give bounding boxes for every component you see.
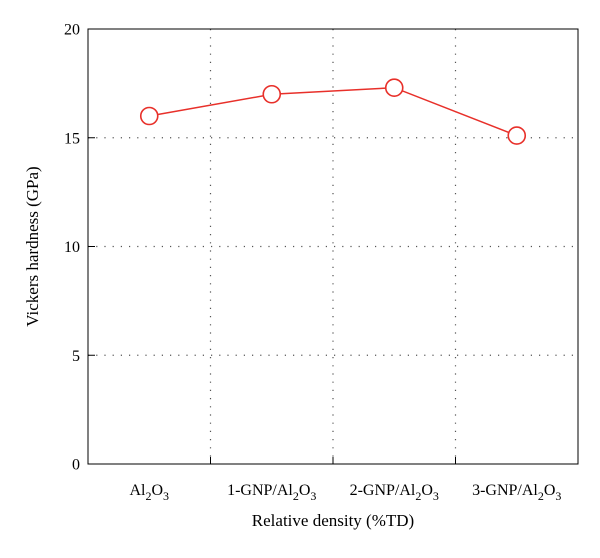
data-point xyxy=(507,126,527,145)
y-tick-label: 0 xyxy=(72,457,80,474)
y-tick-label: 20 xyxy=(64,22,80,39)
series-polyline xyxy=(149,86,518,137)
x-tick-label: 1-GNP/Al2O3 xyxy=(227,482,316,503)
x-axis: Al2O3 1-GNP/Al2O3 2-GNP/Al2O3 3-GNP/Al2O3 xyxy=(129,457,561,503)
x-tick-label: 3-GNP/Al2O3 xyxy=(472,482,561,503)
grid-lines xyxy=(88,29,578,464)
x-tick-label: 2-GNP/Al2O3 xyxy=(350,482,439,503)
y-tick-label: 10 xyxy=(64,239,80,256)
data-point xyxy=(384,78,404,98)
y-axis: 0 5 10 15 20 xyxy=(64,22,95,474)
y-axis-title: Vickers hardness (GPa) xyxy=(23,166,42,326)
data-point xyxy=(139,106,159,126)
series-line xyxy=(139,78,527,145)
y-tick-label: 15 xyxy=(64,130,80,147)
data-point xyxy=(262,84,282,104)
x-tick-label: Al2O3 xyxy=(129,482,169,503)
x-axis-title: Relative density (%TD) xyxy=(252,511,414,530)
y-tick-label: 5 xyxy=(72,348,80,365)
